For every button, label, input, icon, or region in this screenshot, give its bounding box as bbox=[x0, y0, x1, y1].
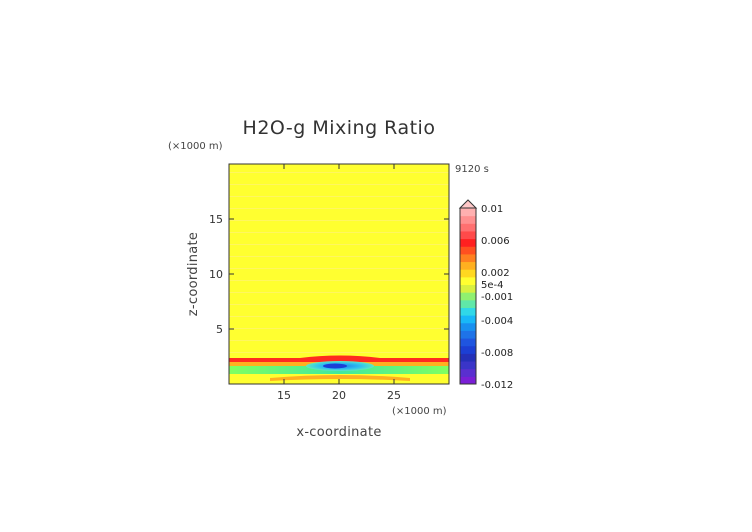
y-tick-label: 5 bbox=[216, 323, 223, 336]
colorbar-segment bbox=[460, 330, 476, 339]
band-red-ridge bbox=[229, 355, 449, 362]
colorbar-segment bbox=[460, 368, 476, 377]
field-stripe bbox=[229, 316, 449, 317]
y-tick-label: 10 bbox=[209, 268, 223, 281]
x-tick-label: 25 bbox=[387, 389, 401, 402]
colorbar-label: -0.012 bbox=[481, 380, 513, 391]
field-stripe bbox=[229, 220, 449, 221]
field-stripe bbox=[229, 172, 449, 173]
colorbar-segment bbox=[460, 376, 476, 385]
colorbar-segment bbox=[460, 292, 476, 301]
field-stripes bbox=[229, 172, 449, 353]
field-stripe bbox=[229, 208, 449, 209]
colorbar-segment bbox=[460, 338, 476, 347]
field-stripe bbox=[229, 256, 449, 257]
colorbar-extend-arrow bbox=[458, 199, 478, 209]
colorbar-segment bbox=[460, 315, 476, 324]
colorbar-segment bbox=[460, 269, 476, 278]
field-stripe bbox=[229, 328, 449, 329]
colorbar-segment bbox=[460, 238, 476, 247]
colorbar-segment bbox=[460, 345, 476, 354]
colorbar-segment bbox=[460, 307, 476, 316]
x-unit-label: (×1000 m) bbox=[392, 406, 447, 417]
field-stripe bbox=[229, 268, 449, 269]
field-stripe bbox=[229, 244, 449, 245]
x-tick-label: 15 bbox=[277, 389, 291, 402]
colorbar-segment bbox=[460, 261, 476, 270]
x-axis-label: x-coordinate bbox=[296, 425, 381, 440]
colorbar-segment bbox=[460, 299, 476, 308]
field-stripe bbox=[229, 352, 449, 353]
field-stripe bbox=[229, 196, 449, 197]
colorbar-label: 5e-4 bbox=[481, 280, 504, 291]
colorbar-label: -0.008 bbox=[481, 348, 513, 359]
field-stripe bbox=[229, 340, 449, 341]
colorbar-segment bbox=[460, 361, 476, 370]
x-axis: 15 20 25 bbox=[277, 164, 401, 402]
colorbar-segment bbox=[460, 208, 476, 217]
time-label: 9120 s bbox=[455, 164, 489, 175]
y-unit-label: (×1000 m) bbox=[168, 141, 223, 152]
colorbar-segment bbox=[460, 246, 476, 255]
field-background bbox=[229, 164, 449, 384]
colorbar-label: 0.002 bbox=[481, 268, 510, 279]
colorbar-label: 0.006 bbox=[481, 236, 510, 247]
field-stripe bbox=[229, 292, 449, 293]
y-tick-label: 15 bbox=[209, 213, 223, 226]
x-tick-label: 20 bbox=[332, 389, 346, 402]
contour-field bbox=[229, 164, 449, 384]
colorbar-segment bbox=[460, 223, 476, 232]
colorbar-segment bbox=[460, 276, 476, 286]
chart-title: H2O-g Mixing Ratio bbox=[243, 117, 436, 139]
colorbar-segment bbox=[460, 284, 476, 293]
colorbar-segment bbox=[460, 253, 476, 263]
colorbar-segment bbox=[460, 230, 476, 240]
colorbar-label: 0.01 bbox=[481, 204, 503, 215]
colorbar-segment bbox=[460, 215, 476, 224]
colorbar-label: -0.004 bbox=[481, 316, 513, 327]
band-orange-surface bbox=[270, 375, 410, 381]
field-stripe bbox=[229, 232, 449, 233]
field-stripe bbox=[229, 304, 449, 305]
colorbar-segment bbox=[460, 322, 476, 331]
colorbar-label: -0.001 bbox=[481, 292, 513, 303]
colorbar-segment bbox=[460, 353, 476, 362]
minimum-core bbox=[323, 363, 347, 369]
y-axis: 5 10 15 bbox=[209, 213, 449, 336]
field-stripe bbox=[229, 184, 449, 185]
field-stripe bbox=[229, 280, 449, 281]
y-axis-label: z-coordinate bbox=[186, 232, 201, 316]
